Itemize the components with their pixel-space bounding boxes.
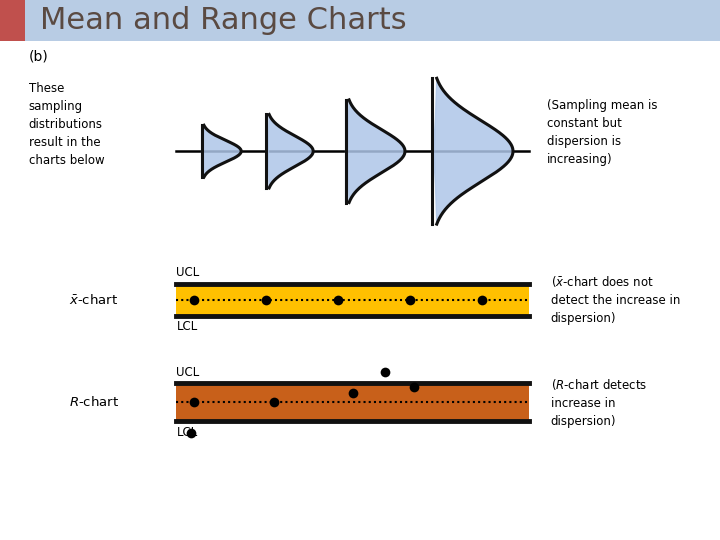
Text: ($R$-chart detects
increase in
dispersion): ($R$-chart detects increase in dispersio…: [551, 377, 647, 428]
Text: LCL: LCL: [176, 426, 198, 438]
Bar: [176, 284, 529, 316]
Polygon shape: [346, 100, 405, 202]
Polygon shape: [266, 114, 313, 188]
Text: ($\bar{x}$-chart does not
detect the increase in
dispersion): ($\bar{x}$-chart does not detect the inc…: [551, 274, 680, 325]
Bar: [176, 383, 529, 421]
Text: $\bar{x}$-chart: $\bar{x}$-chart: [69, 293, 118, 307]
Text: UCL: UCL: [176, 266, 199, 279]
Bar: [0, 0, 720, 40]
Polygon shape: [432, 78, 513, 224]
Text: (Sampling mean is
constant but
dispersion is
increasing): (Sampling mean is constant but dispersio…: [547, 99, 657, 166]
Text: UCL: UCL: [176, 366, 199, 379]
Text: (b): (b): [29, 50, 48, 64]
Text: These
sampling
distributions
result in the
charts below: These sampling distributions result in t…: [29, 82, 104, 167]
Bar: [0, 0, 25, 40]
Polygon shape: [202, 125, 241, 177]
Text: $R$-chart: $R$-chart: [68, 395, 119, 409]
Text: LCL: LCL: [176, 320, 198, 333]
Text: Mean and Range Charts: Mean and Range Charts: [40, 6, 406, 35]
